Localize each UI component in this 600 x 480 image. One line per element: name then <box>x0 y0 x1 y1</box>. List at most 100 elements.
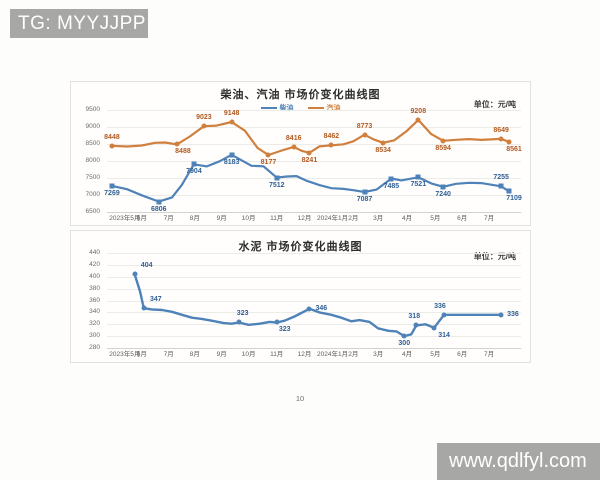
x-axis-label: 7月 <box>163 215 174 222</box>
grid-line <box>107 127 521 128</box>
grid-line <box>107 288 521 290</box>
data-point-label: 8448 <box>104 133 120 141</box>
y-axis-fuel: 9500 9000 8500 8000 7500 7000 6500 <box>71 106 104 214</box>
data-point-marker <box>201 123 207 129</box>
series-line <box>110 118 511 157</box>
y-axis-label: 8000 <box>85 156 100 164</box>
x-axis-label: 12月 <box>297 351 312 358</box>
data-point-marker <box>306 150 312 156</box>
x-axis-label: 11月 <box>270 215 284 222</box>
legend-item-gasoline: 汽油 <box>307 103 341 113</box>
data-point-marker <box>229 152 235 158</box>
cement-price-chart-card: 水泥 市场价变化曲线图 单位：元/吨 440 420 400 380 360 340 320… <box>70 230 531 363</box>
data-point-label: 347 <box>150 296 162 304</box>
y-axis-label: 360 <box>89 296 100 304</box>
x-axis-label: 7月 <box>163 351 174 358</box>
x-axis-label: 2023年5月 <box>109 215 141 222</box>
data-point-marker <box>174 141 180 147</box>
data-point-marker <box>362 132 367 138</box>
data-point-label: 314 <box>438 331 450 339</box>
telegram-watermark: TG: MYYJJPP <box>10 9 148 38</box>
y-axis-cement: 440 420 400 380 360 340 320 300 280 <box>71 249 104 350</box>
y-axis-label: 420 <box>89 260 100 268</box>
chart-canvas <box>133 273 503 338</box>
data-point-marker <box>506 188 512 194</box>
legend-label-gasoline: 汽油 <box>326 105 341 112</box>
data-point-label: 8177 <box>260 158 277 166</box>
data-point-marker <box>413 322 419 328</box>
legend-label-diesel: 柴油 <box>279 105 294 112</box>
grid-line <box>107 253 521 254</box>
y-axis-label: 320 <box>89 320 100 328</box>
data-point-marker <box>109 143 115 149</box>
x-axis-label: 8月 <box>189 215 200 222</box>
data-point-label: 300 <box>398 340 411 348</box>
unit-label-cement: 单位：元/吨 <box>473 252 516 261</box>
unit-label-fuel: 单位：元/吨 <box>473 100 516 109</box>
data-point-marker <box>380 140 386 146</box>
data-point-label: 336 <box>434 302 446 310</box>
x-axis-label: 7月 <box>484 215 495 222</box>
data-point-marker <box>498 183 504 189</box>
plot-area-cement: 404 347 323 323 346 300 318 336 314 336 <box>107 253 521 349</box>
data-point-marker <box>291 144 297 150</box>
chart-legend: 柴油 汽油 <box>71 103 530 113</box>
page-number: 10 <box>295 394 305 403</box>
x-axis-label: 12月 <box>297 215 312 222</box>
x-axis-label: 2024年1月 <box>317 215 349 222</box>
data-point-marker <box>132 271 138 277</box>
chart-title-cement: 水泥 市场价变化曲线图 <box>238 241 363 253</box>
y-axis-label: 340 <box>89 308 100 316</box>
telegram-watermark-text: TG: MYYJJPP <box>18 12 146 34</box>
data-point-marker <box>415 174 421 180</box>
x-axis-label: 5月 <box>430 351 441 358</box>
x-axis-label: 6月 <box>457 351 468 358</box>
data-point-marker <box>109 183 115 189</box>
data-point-label: 8534 <box>375 146 391 154</box>
x-axis-label: 4月 <box>402 351 413 358</box>
series-line <box>133 273 503 338</box>
data-point-marker <box>362 189 367 195</box>
x-axis-label: 10月 <box>241 351 256 358</box>
data-point-label: 346 <box>315 304 328 312</box>
x-axis-label: 5月 <box>430 215 441 222</box>
grid-line <box>107 264 521 266</box>
y-axis-label: 7000 <box>85 190 100 198</box>
data-point-label: 7904 <box>186 168 202 176</box>
x-axis-cement: 2023年5月 6月 7月 8月 9月 10月 11月 12月 2024年1月 2月 3月 4月 5月 6… <box>107 348 521 363</box>
data-point-label: 7521 <box>410 181 427 189</box>
data-point-label: 7485 <box>383 182 400 190</box>
data-point-label: 6806 <box>150 205 167 213</box>
grid-line <box>107 195 521 196</box>
data-point-label: 8488 <box>175 148 191 156</box>
data-point-label: 9148 <box>223 109 240 117</box>
grid-line <box>107 312 521 314</box>
data-point-marker <box>141 305 147 311</box>
x-axis-label: 10月 <box>241 215 256 222</box>
data-point-label: 9208 <box>410 107 427 115</box>
data-point-marker <box>156 199 162 205</box>
data-point-label: 7087 <box>356 196 373 204</box>
data-point-marker <box>236 319 242 325</box>
legend-line-gasoline <box>307 107 324 109</box>
x-axis-label: 2023年5月 <box>109 351 141 358</box>
fuel-price-chart-card: 柴油、汽油 市场价变化曲线图 单位：元/吨 柴油 汽油 9500 9000 8500… <box>70 81 531 226</box>
data-point-marker <box>506 139 512 145</box>
x-axis-label: 3月 <box>373 351 384 358</box>
grid-line <box>107 324 521 326</box>
data-point-label: 404 <box>140 262 153 270</box>
data-point-label: 8241 <box>301 156 318 164</box>
data-point-label: 8183 <box>223 158 240 166</box>
data-point-label: 7240 <box>435 190 451 198</box>
data-point-marker <box>388 176 394 181</box>
legend-item-diesel: 柴油 <box>260 103 294 113</box>
x-axis-label: 2月 <box>348 215 359 222</box>
data-point-label: 336 <box>507 310 519 318</box>
data-point-label: 318 <box>408 313 421 321</box>
x-axis-label: 2024年1月 <box>317 351 349 358</box>
x-axis-label: 6月 <box>457 215 468 222</box>
data-point-label: 8416 <box>285 134 302 142</box>
x-axis-label: 3月 <box>373 215 384 222</box>
x-axis-label: 6月 <box>136 215 147 222</box>
data-point-marker <box>498 312 504 318</box>
